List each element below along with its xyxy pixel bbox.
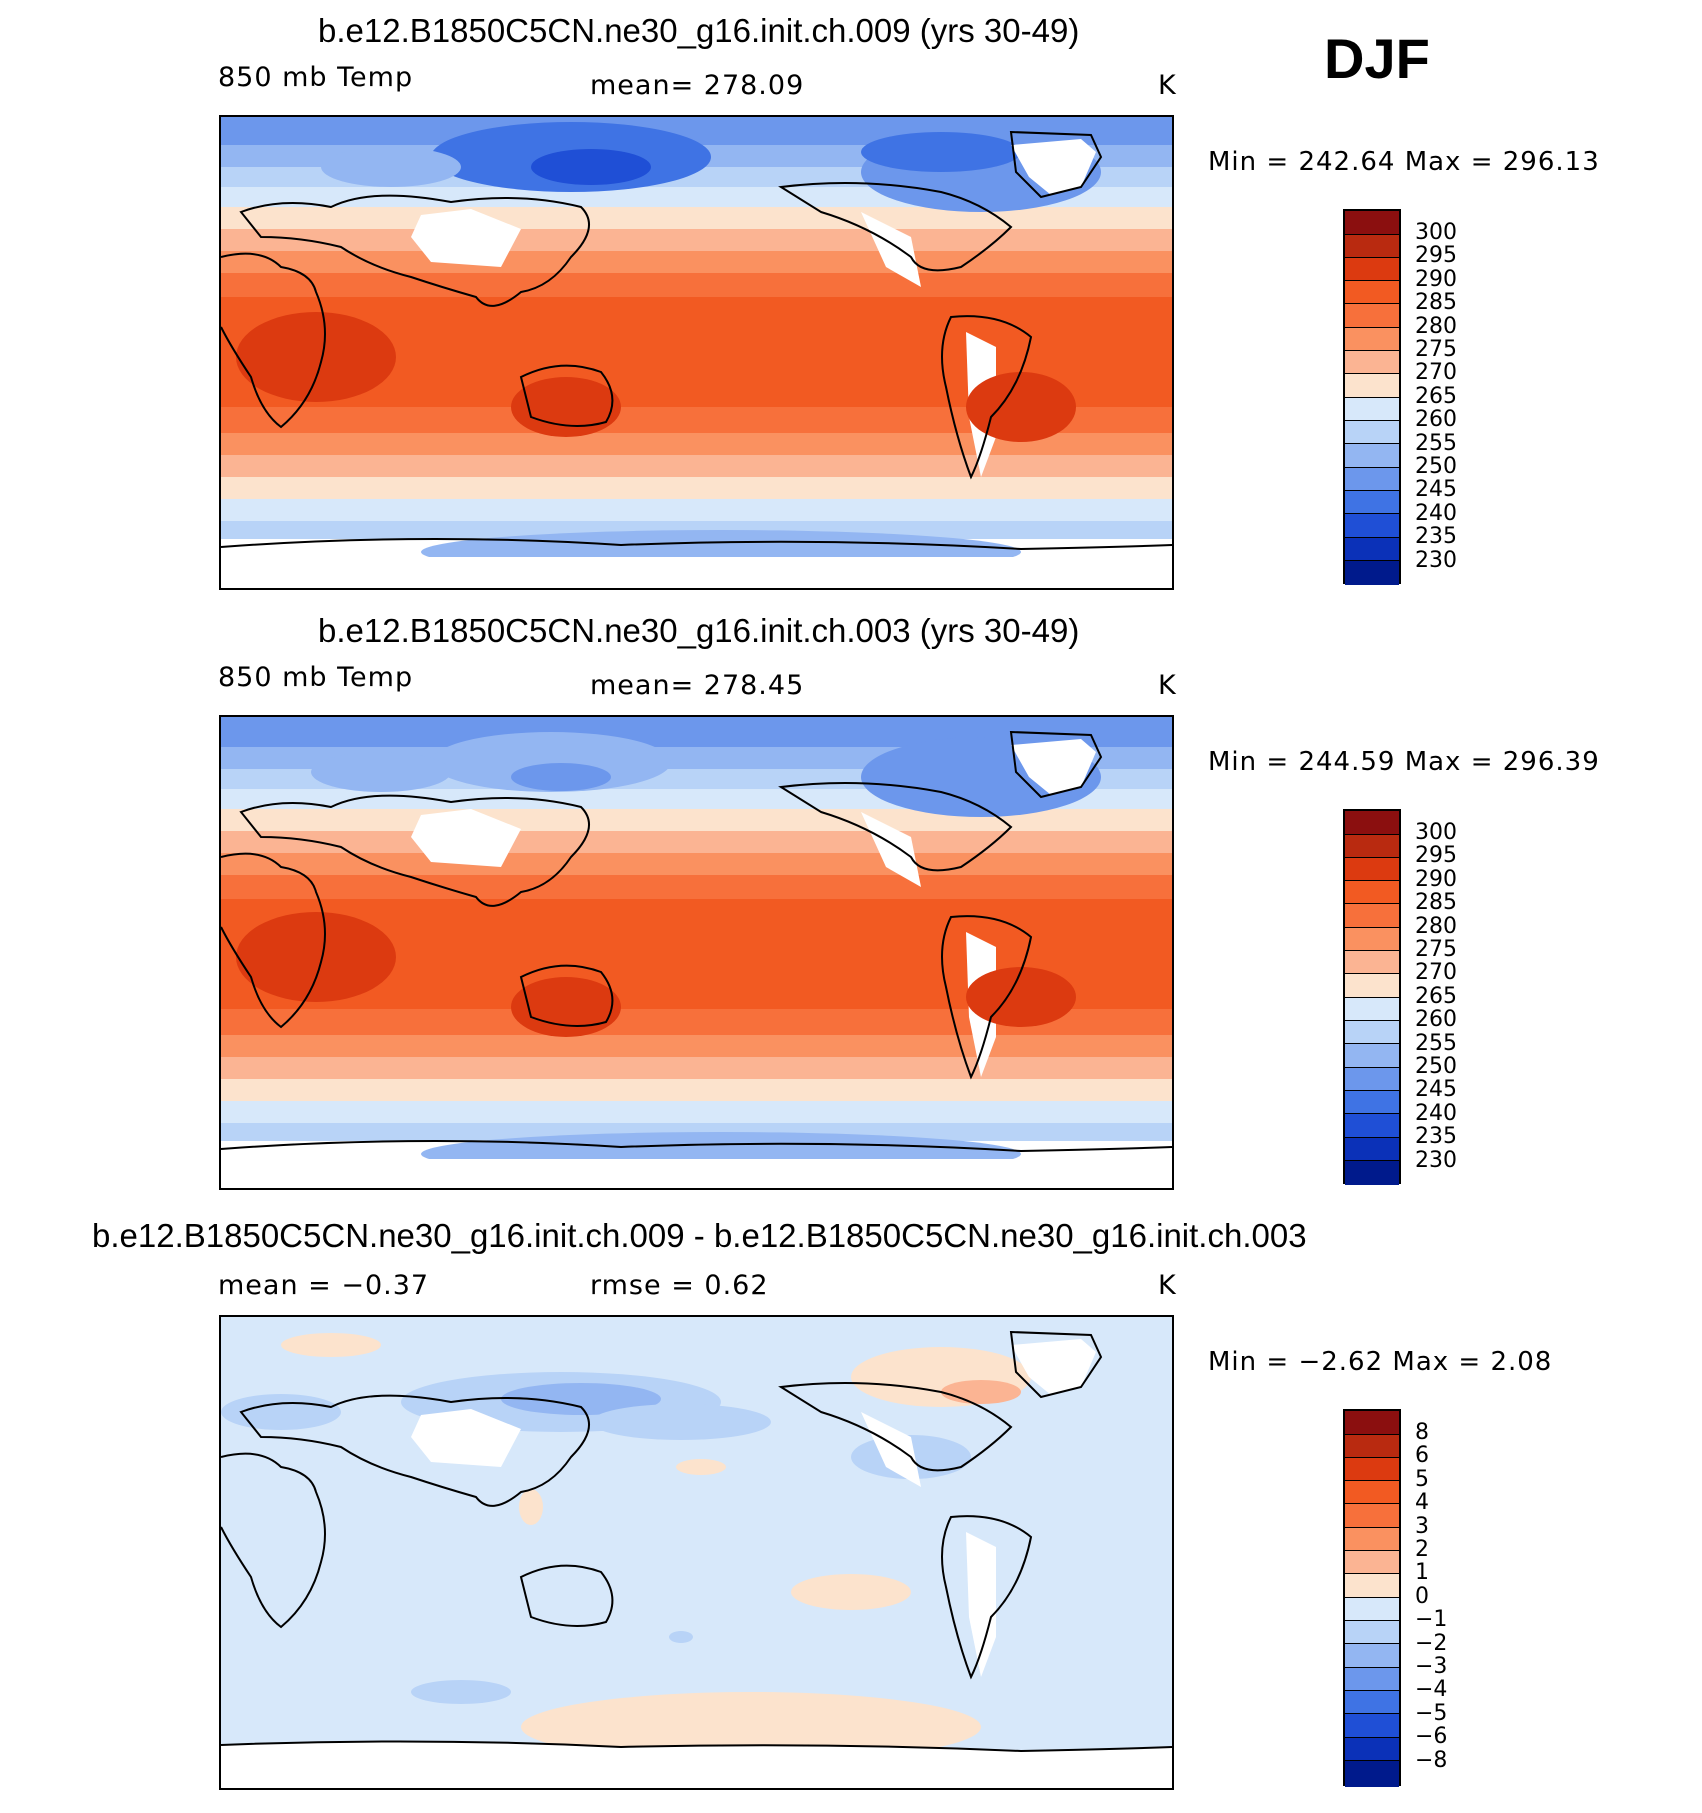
panel-3-units: K: [1158, 1270, 1177, 1301]
colorbar-label: 2: [1415, 1537, 1429, 1562]
panel-2-map: [219, 715, 1174, 1190]
colorbar-label: 250: [1415, 1054, 1457, 1079]
colorbar-label: −6: [1415, 1724, 1447, 1749]
colorbar-label: 230: [1415, 1148, 1457, 1173]
season-label: DJF: [1324, 26, 1430, 91]
colorbar-label: −3: [1415, 1654, 1447, 1679]
colorbar-label: −5: [1415, 1701, 1447, 1726]
colorbar-label: 270: [1415, 360, 1457, 385]
colorbar-label: 260: [1415, 407, 1457, 432]
colorbar-label: 255: [1415, 431, 1457, 456]
colorbar-label: 230: [1415, 548, 1457, 573]
colorbar-label: 0: [1415, 1584, 1429, 1609]
colorbar-label: 265: [1415, 384, 1457, 409]
colorbar-label: −4: [1415, 1677, 1447, 1702]
colorbar-label: −1: [1415, 1607, 1447, 1632]
colorbar-label: 270: [1415, 960, 1457, 985]
colorbar-label: 290: [1415, 267, 1457, 292]
panel-2-mean: mean= 278.45: [590, 670, 804, 701]
colorbar-label: 250: [1415, 454, 1457, 479]
panel-3-colorbar: [1343, 1409, 1401, 1786]
panel-2-min-max: Min = 244.59 Max = 296.39: [1208, 747, 1600, 777]
colorbar-label: 275: [1415, 337, 1457, 362]
colorbar-label: 285: [1415, 890, 1457, 915]
panel-2-title: b.e12.B1850C5CN.ne30_g16.init.ch.003 (yr…: [318, 612, 1079, 650]
colorbar-label: 260: [1415, 1007, 1457, 1032]
colorbar-label: 295: [1415, 843, 1457, 868]
panel-1-colorbar: [1343, 209, 1401, 584]
colorbar-label: 300: [1415, 220, 1457, 245]
colorbar-label: −8: [1415, 1748, 1447, 1773]
panel-3-rmse: rmse = 0.62: [590, 1270, 769, 1301]
colorbar-label: 235: [1415, 1124, 1457, 1149]
colorbar-label: −2: [1415, 1631, 1447, 1656]
colorbar-label: 275: [1415, 937, 1457, 962]
panel-3-title: b.e12.B1850C5CN.ne30_g16.init.ch.009 - b…: [92, 1217, 1307, 1255]
panel-1-title: b.e12.B1850C5CN.ne30_g16.init.ch.009 (yr…: [318, 12, 1079, 50]
panel-1-min-max: Min = 242.64 Max = 296.13: [1208, 147, 1600, 177]
colorbar-label: 240: [1415, 501, 1457, 526]
colorbar-label: 295: [1415, 243, 1457, 268]
colorbar-label: 280: [1415, 914, 1457, 939]
panel-1-mean: mean= 278.09: [590, 70, 804, 101]
panel-2-colorbar: [1343, 809, 1401, 1184]
colorbar-label: 5: [1415, 1467, 1429, 1492]
panel-1-map: [219, 115, 1174, 590]
panel-1-variable-label: 850 mb Temp: [218, 62, 413, 93]
panel-2-units: K: [1158, 670, 1177, 701]
colorbar-label: 6: [1415, 1443, 1429, 1468]
colorbar-label: 255: [1415, 1031, 1457, 1056]
panel-3-min-max: Min = −2.62 Max = 2.08: [1208, 1347, 1552, 1377]
colorbar-label: 285: [1415, 290, 1457, 315]
colorbar-label: 300: [1415, 820, 1457, 845]
panel-3-mean: mean = −0.37: [218, 1270, 429, 1301]
colorbar-label: 280: [1415, 314, 1457, 339]
colorbar-label: 4: [1415, 1490, 1429, 1515]
colorbar-label: 240: [1415, 1101, 1457, 1126]
panel-3-map: [219, 1315, 1174, 1790]
colorbar-label: 245: [1415, 477, 1457, 502]
colorbar-label: 290: [1415, 867, 1457, 892]
colorbar-label: 8: [1415, 1420, 1429, 1445]
colorbar-label: 235: [1415, 524, 1457, 549]
colorbar-label: 3: [1415, 1514, 1429, 1539]
colorbar-label: 245: [1415, 1077, 1457, 1102]
colorbar-label: 1: [1415, 1560, 1429, 1585]
panel-1-units: K: [1158, 70, 1177, 101]
colorbar-label: 265: [1415, 984, 1457, 1009]
panel-2-variable-label: 850 mb Temp: [218, 662, 413, 693]
